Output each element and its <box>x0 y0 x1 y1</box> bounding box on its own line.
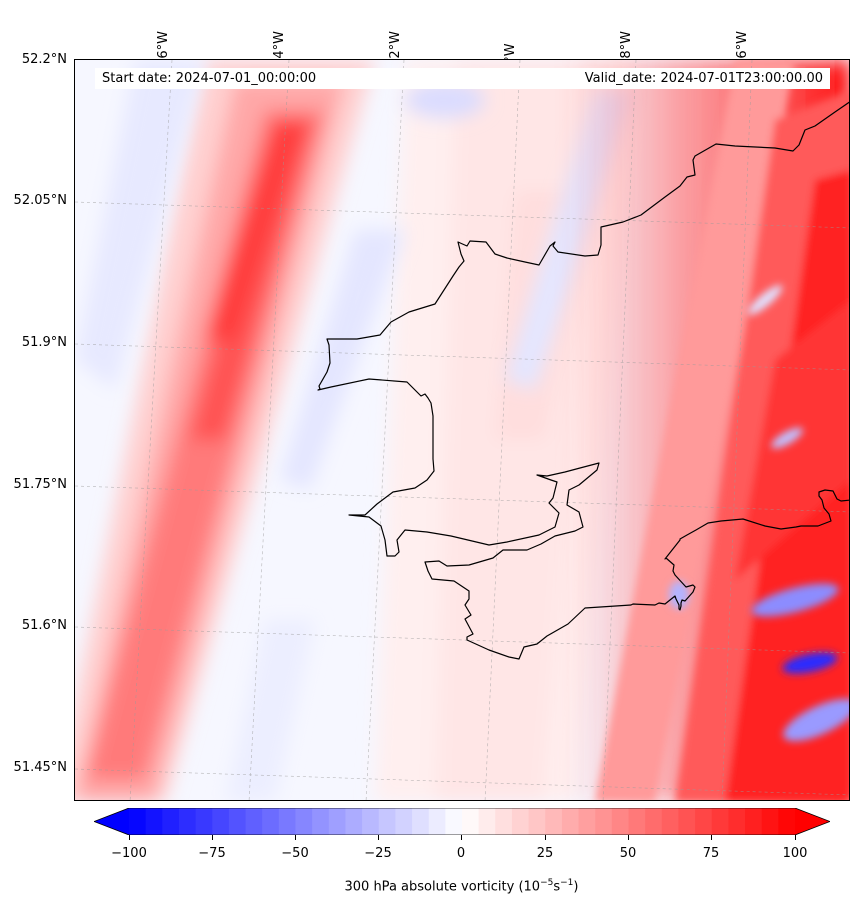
colorbar-cell <box>212 808 230 835</box>
colorbar-tickmark <box>129 835 130 840</box>
colorbar-cell <box>545 808 563 835</box>
colorbar-tickmark <box>461 835 462 840</box>
colorbar-tick-label: 75 <box>702 846 720 861</box>
colorbar-label: 300 hPa absolute vorticity (10−5s−1) <box>0 878 859 894</box>
colorbar-tick-label: −100 <box>111 846 147 861</box>
colorbar-cell <box>228 808 247 835</box>
vorticity-map: Start date: 2024-07-01_00:00:00 Valid_da… <box>74 59 850 801</box>
colorbar-cell <box>245 808 263 835</box>
colorbar-cell <box>195 808 213 835</box>
colorbar-tick-label: 50 <box>619 846 637 861</box>
western-positive-band <box>75 60 375 800</box>
colorbar-label-unit: s <box>553 879 561 895</box>
colorbar-tick-label: 100 <box>782 846 808 861</box>
colorbar-cell <box>378 808 396 835</box>
lat-label-52.2n: 52.2°N <box>21 52 67 67</box>
colorbar-cell <box>362 808 380 835</box>
colorbar-cell <box>395 808 413 835</box>
colorbar-label-end: ) <box>573 879 579 895</box>
colorbar-cell <box>178 808 197 835</box>
colorbar-label-main: 300 hPa absolute vorticity (10 <box>344 879 541 895</box>
colorbar-cell <box>462 808 480 835</box>
colorbar-tickmark <box>212 835 213 840</box>
coastline <box>317 101 849 660</box>
colorbar-cell <box>428 808 446 835</box>
colorbar-tickmark <box>545 835 546 840</box>
colorbar-tickmark <box>711 835 712 840</box>
colorbar-label-exponent-1: −5 <box>540 878 554 888</box>
colorbar-cell <box>262 808 280 835</box>
colorbar-tick-label: −25 <box>364 846 392 861</box>
colorbar-tickmark <box>378 835 379 840</box>
colorbar-cell <box>162 808 180 835</box>
colorbar-label-exponent-2: −1 <box>560 878 574 888</box>
colorbar-cell <box>561 808 580 835</box>
colorbar-cell <box>711 808 729 835</box>
colorbar-cell <box>761 808 779 835</box>
colorbar-cell <box>445 808 463 835</box>
valid-date-label: Valid_date: 2024-07-01T23:00:00.00 <box>584 71 823 86</box>
colorbar-cell <box>745 808 763 835</box>
eastern-negative-streaks <box>669 285 849 742</box>
colorbar-cell <box>611 808 630 835</box>
colorbar-cell <box>628 808 646 835</box>
info-box: Start date: 2024-07-01_00:00:00 Valid_da… <box>95 68 830 89</box>
colorbar-cell <box>129 808 147 835</box>
vorticity-field <box>75 60 849 800</box>
colorbar-cell <box>511 808 530 835</box>
colorbar-cell <box>645 808 663 835</box>
colorbar-cell <box>278 808 297 835</box>
start-date-label: Start date: 2024-07-01_00:00:00 <box>102 71 317 86</box>
colorbar-extend-min <box>94 808 129 835</box>
colorbar-cell <box>661 808 680 835</box>
lat-label-51.75n: 51.75°N <box>13 477 67 492</box>
colorbar-cell <box>495 808 513 835</box>
colorbar-extend-max <box>795 808 830 835</box>
colorbar-cell <box>578 808 596 835</box>
colorbar-cell <box>695 808 713 835</box>
lat-label-51.9n: 51.9°N <box>21 335 67 350</box>
colorbar-tick-label: 0 <box>456 846 466 861</box>
colorbar-cell <box>728 808 746 835</box>
colorbar-tick-label: −75 <box>198 846 226 861</box>
colorbar-tickmark <box>628 835 629 840</box>
colorbar-tickmark <box>295 835 296 840</box>
lat-label-51.6n: 51.6°N <box>21 618 67 633</box>
colorbar-tick-label: 25 <box>536 846 554 861</box>
colorbar-cell <box>478 808 496 835</box>
colorbar-cell <box>145 808 163 835</box>
colorbar-cell <box>328 808 347 835</box>
colorbar-cell <box>312 808 330 835</box>
colorbar-cell <box>778 808 796 835</box>
colorbar-cell <box>295 808 313 835</box>
colorbar <box>94 808 830 835</box>
colorbar-cell <box>528 808 546 835</box>
colorbar-cell <box>595 808 613 835</box>
lat-label-52.05n: 52.05°N <box>13 193 67 208</box>
lat-label-51.45n: 51.45°N <box>13 760 67 775</box>
colorbar-cell <box>412 808 430 835</box>
colorbar-cell <box>678 808 696 835</box>
colorbar-tickmark <box>795 835 796 840</box>
colorbar-tick-label: −50 <box>281 846 309 861</box>
gridlines <box>75 60 849 800</box>
colorbar-cell <box>345 808 363 835</box>
